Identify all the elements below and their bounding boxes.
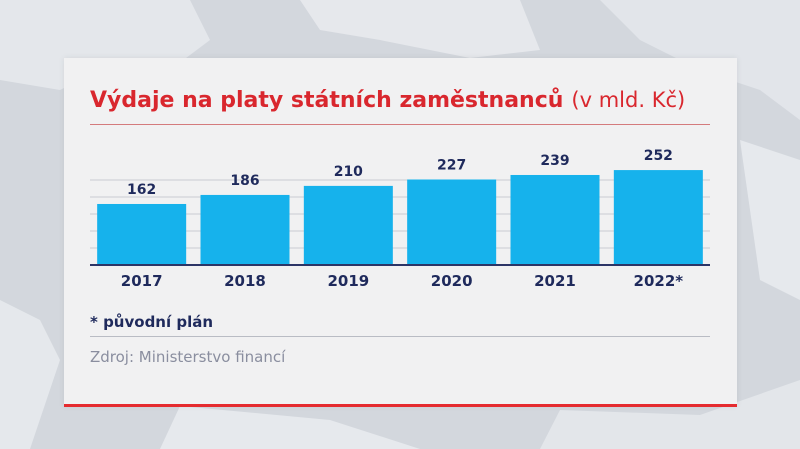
bar-2022* — [613, 170, 703, 265]
bar-2020 — [407, 179, 497, 265]
footnote-divider — [90, 336, 710, 337]
value-label: 186 — [230, 173, 259, 189]
chart-card: Výdaje na platy státních zaměstnanců (v m… — [64, 58, 737, 406]
category-label: 2019 — [327, 272, 369, 290]
bar-2019 — [303, 185, 393, 265]
source-note: Zdroj: Ministerstvo financí — [90, 348, 286, 366]
value-label: 252 — [644, 148, 673, 164]
bar-2018 — [200, 194, 290, 265]
value-label: 210 — [334, 164, 363, 180]
value-label: 239 — [540, 153, 569, 169]
chart-title: Výdaje na platy státních zaměstnanců (v m… — [90, 88, 685, 113]
category-label: 2017 — [121, 272, 163, 290]
category-label: 2022* — [634, 272, 684, 290]
category-label: 2021 — [534, 272, 576, 290]
accent-line — [64, 404, 737, 407]
title-divider — [90, 124, 710, 125]
chart-title-main: Výdaje na platy státních zaměstnanců — [90, 88, 564, 113]
chart-title-unit: (v mld. Kč) — [571, 88, 686, 112]
category-label: 2020 — [431, 272, 473, 290]
footnote: * původní plán — [90, 313, 214, 331]
bar-chart: 162 2017 186 2018 210 2019 227 2020 239 2021 252 20… — [90, 148, 710, 290]
bar-2021 — [510, 174, 600, 265]
category-label: 2018 — [224, 272, 266, 290]
bar-2017 — [97, 203, 187, 265]
value-label: 162 — [127, 182, 156, 198]
value-label: 227 — [437, 157, 466, 173]
